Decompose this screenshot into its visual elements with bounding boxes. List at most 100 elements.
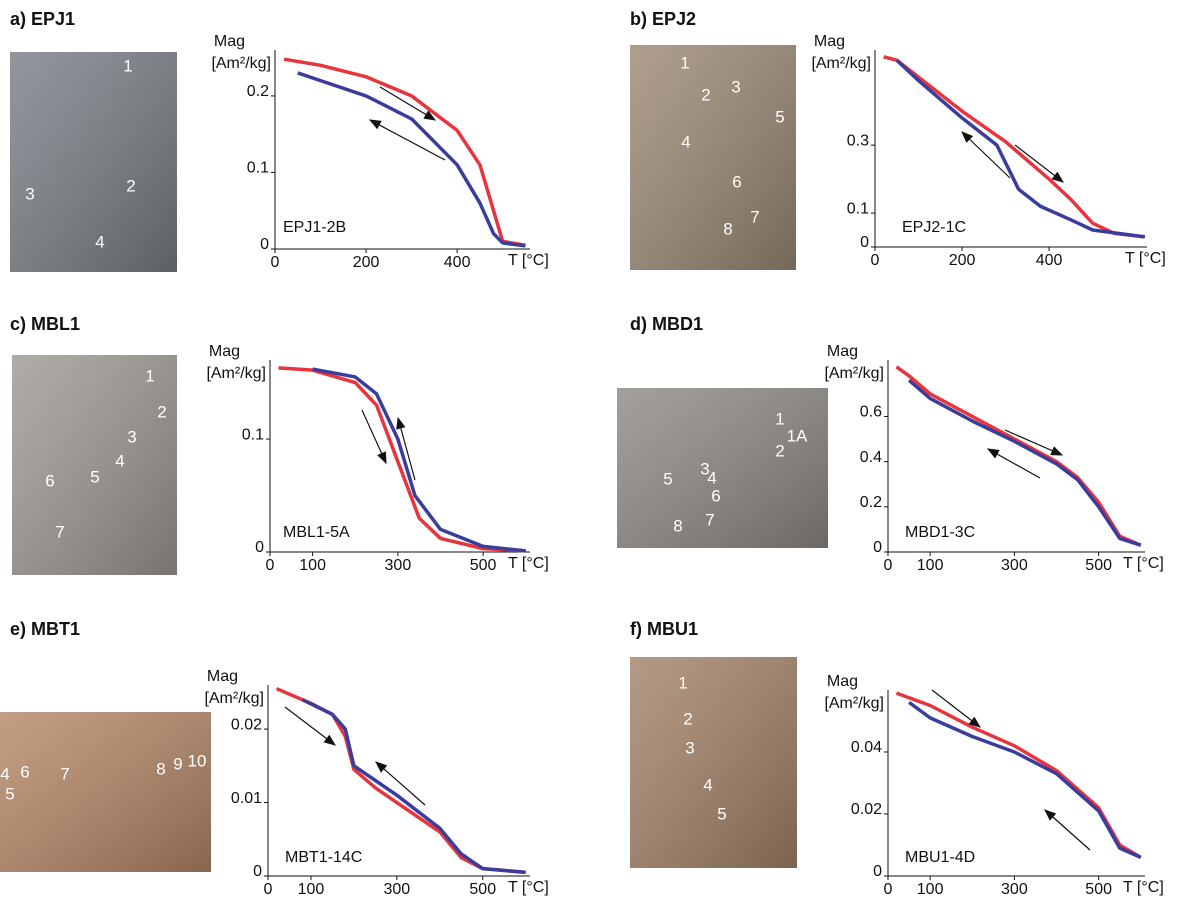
panel-title: f) MBU1: [630, 619, 698, 639]
x-tick-label: 100: [299, 557, 326, 574]
y-tick-label: 0: [873, 539, 882, 556]
photo-shade: [630, 657, 797, 868]
x-tick-label: 500: [469, 881, 496, 898]
photo-label: 3: [127, 427, 136, 446]
y-label: Mag: [814, 33, 845, 50]
y-tick-label: 0.1: [847, 200, 869, 217]
photo-label: 7: [60, 764, 69, 783]
annotation: EPJ2-1C: [902, 219, 966, 236]
photo-shade: [10, 52, 177, 272]
y-label: Mag: [209, 343, 240, 360]
x-tick-label: 500: [1085, 881, 1112, 898]
annotation: EPJ1-2B: [283, 219, 346, 236]
photo-label: 6: [20, 762, 29, 781]
arrow: [988, 449, 1040, 478]
y-label: Mag: [214, 33, 245, 50]
curve: [896, 367, 1140, 545]
x-label: T [°C]: [508, 555, 549, 572]
x-tick-label: 300: [1001, 557, 1028, 574]
curve: [909, 702, 1141, 857]
y-tick-label: 0.1: [242, 426, 264, 443]
photo-label: 1: [680, 53, 689, 72]
photo-label: 9: [173, 754, 182, 773]
photo-label: 8: [723, 219, 732, 238]
panel-title: b) EPJ2: [630, 9, 696, 29]
y-tick-label: 0.4: [860, 449, 882, 466]
photo-label: 7: [750, 207, 759, 226]
y-tick-label: 0.3: [847, 132, 869, 149]
y-unit: [Am²/kg]: [811, 55, 871, 72]
x-tick-label: 300: [384, 881, 411, 898]
photo-label: 1: [123, 56, 132, 75]
photo-label: 4: [681, 132, 690, 151]
y-tick-label: 0.02: [851, 801, 882, 818]
y-tick-label: 0.02: [231, 716, 262, 733]
x-label: T [°C]: [1123, 879, 1164, 896]
photo-label: 4: [95, 232, 104, 251]
x-tick-label: 100: [298, 881, 325, 898]
photo-label: 1: [775, 409, 784, 428]
y-tick-label: 0: [255, 539, 264, 556]
curve: [909, 380, 1141, 545]
photo-label: 2: [775, 441, 784, 460]
y-label: Mag: [827, 343, 858, 360]
photo-label: 5: [663, 469, 672, 488]
photo-label: 6: [711, 486, 720, 505]
y-tick-label: 0.2: [860, 494, 882, 511]
photo-label: 5: [5, 784, 14, 803]
y-tick-label: 0: [873, 863, 882, 880]
x-tick-label: 400: [444, 254, 471, 271]
photo-label: 10: [188, 751, 207, 770]
x-label: T [°C]: [1125, 250, 1166, 267]
y-tick-label: 0: [860, 234, 869, 251]
x-tick-label: 100: [917, 557, 944, 574]
photo-label: 6: [45, 471, 54, 490]
y-tick-label: 0.2: [247, 83, 269, 100]
photo-shade: [630, 45, 796, 270]
photo-label: 1: [678, 673, 687, 692]
arrow: [1045, 810, 1090, 850]
y-tick-label: 0.04: [851, 739, 882, 756]
photo-label: 5: [90, 467, 99, 486]
y-label: Mag: [207, 668, 238, 685]
x-label: T [°C]: [508, 879, 549, 896]
y-unit: [Am²/kg]: [824, 365, 884, 382]
photo-label: 4: [0, 764, 9, 783]
photo-label: 3: [731, 77, 740, 96]
photo-label: 4: [115, 451, 124, 470]
photo-shade: [0, 712, 211, 872]
photo-label: 3: [685, 738, 694, 757]
x-tick-label: 0: [884, 881, 893, 898]
photo-label: 2: [157, 402, 166, 421]
photo-label: 1A: [787, 426, 808, 445]
x-tick-label: 500: [470, 557, 497, 574]
y-unit: [Am²/kg]: [206, 365, 266, 382]
y-tick-label: 0.01: [231, 790, 262, 807]
figure: a) EPJ11234Mag[Am²/kg]T [°C]EPJ1-2B00.10…: [0, 0, 1188, 905]
annotation: MBL1-5A: [283, 524, 350, 541]
photo-label: 6: [732, 172, 741, 191]
photo-shade: [617, 388, 828, 548]
y-unit: [Am²/kg]: [211, 55, 271, 72]
x-tick-label: 500: [1085, 557, 1112, 574]
photo-label: 1: [145, 366, 154, 385]
y-unit: [Am²/kg]: [204, 690, 264, 707]
x-tick-label: 0: [884, 557, 893, 574]
x-tick-label: 0: [871, 252, 880, 269]
y-tick-label: 0: [260, 236, 269, 253]
x-tick-label: 0: [264, 881, 273, 898]
panel-title: a) EPJ1: [10, 9, 75, 29]
photo-label: 5: [775, 107, 784, 126]
annotation: MBT1-14C: [285, 849, 362, 866]
photo-label: 4: [703, 775, 712, 794]
x-tick-label: 400: [1036, 252, 1063, 269]
x-tick-label: 100: [917, 881, 944, 898]
x-label: T [°C]: [508, 252, 549, 269]
photo-label: 2: [701, 85, 710, 104]
page: a) EPJ11234Mag[Am²/kg]T [°C]EPJ1-2B00.10…: [0, 0, 1188, 910]
x-tick-label: 0: [271, 254, 280, 271]
y-label: Mag: [827, 673, 858, 690]
curve: [284, 59, 525, 245]
photo-label: 2: [683, 709, 692, 728]
x-tick-label: 300: [385, 557, 412, 574]
